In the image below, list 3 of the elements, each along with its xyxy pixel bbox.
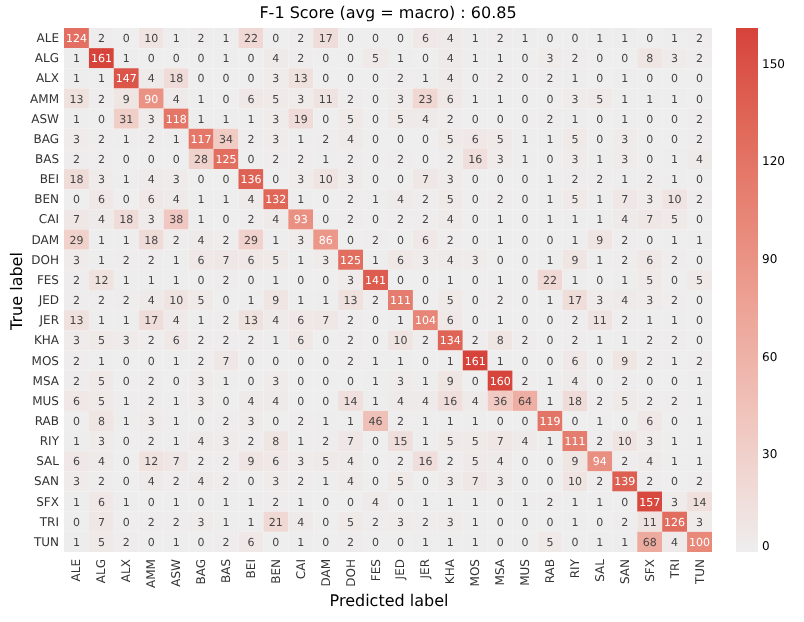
y-axis-title: True label	[8, 252, 27, 332]
x-axis-title: Predicted label	[329, 591, 449, 610]
chart-title: F-1 Score (avg = macro) : 60.85	[259, 4, 517, 22]
